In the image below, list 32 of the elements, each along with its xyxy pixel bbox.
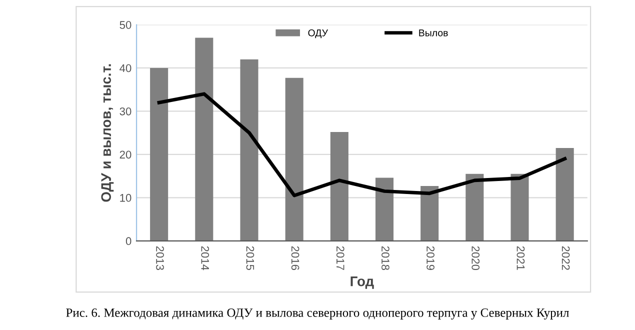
y-tick-label: 0 — [126, 237, 132, 246]
bar — [510, 174, 529, 241]
bar — [330, 132, 348, 241]
x-tick-label: 2013 — [156, 246, 164, 270]
bar — [285, 78, 304, 241]
x-tick-label: 2014 — [201, 246, 210, 270]
legend-label: ОДУ — [308, 29, 328, 38]
y-tick-label: 10 — [120, 194, 132, 202]
bar — [556, 148, 574, 241]
x-tick-label: 2022 — [562, 246, 570, 270]
y-tick-label: 40 — [120, 64, 132, 72]
bar — [240, 59, 258, 241]
bar — [375, 178, 394, 241]
x-tick-label: 2020 — [472, 246, 480, 270]
bar — [150, 68, 168, 241]
legend-label: Вылов — [419, 30, 448, 36]
x-tick-label: 2015 — [246, 246, 254, 270]
y-axis-title: ОДУ и вылов, тыс.т. — [101, 64, 114, 202]
text: Рис. 6. Межгодовая динамика ОДУ и вылова северного одноперого терпуга у Северных Курил — [66, 308, 569, 320]
x-tick-label: 2018 — [382, 246, 390, 270]
x-tick-label: 2017 — [336, 246, 344, 270]
x-axis-title: Год — [350, 276, 374, 289]
bar — [195, 38, 214, 241]
x-tick-label: 2021 — [516, 246, 525, 270]
x-tick-label: 2019 — [426, 246, 434, 270]
bar — [420, 186, 439, 241]
line-series — [157, 92, 567, 198]
y-tick-label: 20 — [120, 150, 132, 159]
bar — [466, 174, 484, 241]
y-tick-label: 50 — [120, 21, 132, 29]
x-tick-label: 2016 — [291, 246, 300, 270]
y-tick-label: 30 — [120, 107, 132, 116]
